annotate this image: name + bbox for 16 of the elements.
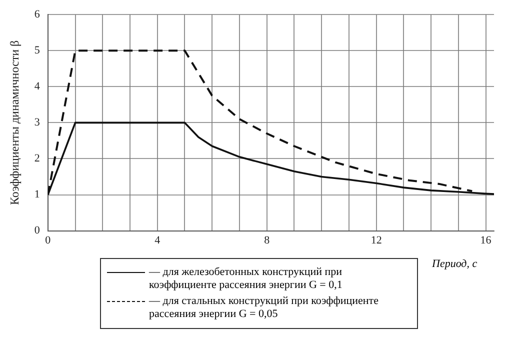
legend-label: — для стальных конструкций при коэффициенте рассеяния энергии G = 0,05: [149, 295, 380, 321]
y-tick-label: 0: [34, 224, 40, 237]
x-tick-label: 4: [154, 234, 161, 246]
x-tick-label: 16: [480, 234, 492, 246]
y-tick-label: 5: [34, 44, 40, 57]
y-tick-label: 4: [34, 80, 40, 93]
y-tick-label: 3: [34, 116, 40, 129]
y-axis-title: Коэффициенты динамичности β: [7, 40, 22, 205]
x-tick-label: 12: [370, 234, 382, 246]
legend-label: — для железобетонных конструкций при коэффициенте рассеяния энергии G = 0,1: [149, 266, 344, 292]
x-axis-title: Период, с: [432, 258, 478, 270]
y-tick-label: 2: [34, 152, 40, 165]
y-tick-label: 1: [34, 188, 40, 201]
x-tick-label: 8: [264, 234, 270, 246]
y-tick-label: 6: [34, 8, 40, 20]
x-tick-label: 0: [45, 234, 52, 246]
